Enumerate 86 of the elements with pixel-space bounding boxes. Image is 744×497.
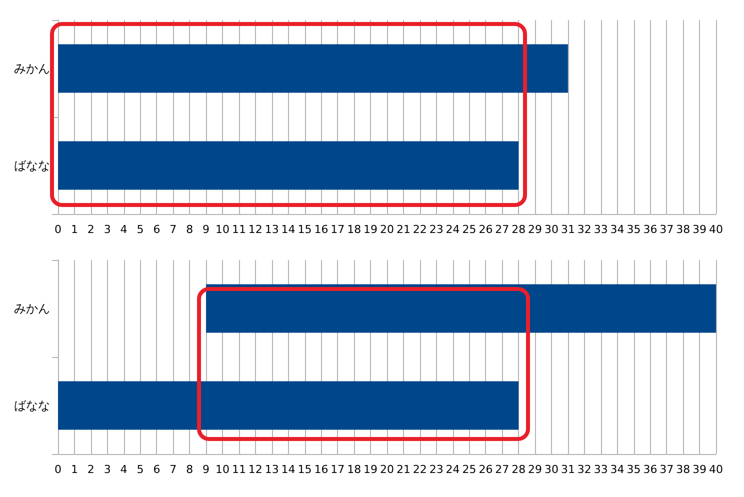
x-tick-label: 7: [170, 463, 177, 476]
x-tick-label: 21: [396, 463, 410, 476]
x-tick-label: 11: [232, 223, 246, 236]
x-tick-label: 14: [281, 463, 296, 476]
x-tick-label: 0: [54, 223, 62, 236]
x-tick-label: 4: [120, 463, 128, 476]
x-tick-label: 27: [495, 463, 510, 476]
x-tick-label: 10: [216, 463, 230, 476]
y-tick-label: みかん: [14, 62, 50, 76]
x-tick-label: 9: [202, 223, 210, 236]
x-tick-label: 38: [676, 463, 690, 476]
x-tick-label: 28: [512, 223, 526, 236]
x-tick-label: 25: [462, 223, 476, 236]
x-tick-label: 33: [594, 223, 608, 236]
x-tick-label: 34: [610, 223, 624, 236]
x-tick-label: 8: [186, 223, 194, 236]
x-tick-label: 36: [643, 463, 658, 476]
x-tick-label: 26: [478, 223, 493, 236]
x-tick-label: 40: [709, 223, 723, 236]
x-tick-label: 9: [202, 463, 210, 476]
x-tick-label: 11: [232, 463, 246, 476]
x-tick-label: 28: [512, 463, 526, 476]
x-tick-label: 7: [170, 223, 177, 236]
y-tick-label: みかん: [14, 302, 50, 316]
x-tick-label: 35: [626, 463, 641, 476]
x-tick-label: 19: [364, 463, 378, 476]
x-tick-label: 37: [660, 463, 674, 476]
x-tick-label: 5: [136, 223, 144, 236]
x-tick-label: 6: [153, 463, 160, 476]
x-tick-label: 16: [314, 223, 328, 236]
x-tick-label: 15: [298, 463, 312, 476]
x-tick-label: 22: [412, 463, 427, 476]
x-tick-label: 13: [264, 463, 279, 476]
x-tick-label: 36: [643, 223, 658, 236]
x-tick-label: 5: [136, 463, 144, 476]
x-tick-label: 31: [560, 223, 575, 236]
x-tick-label: 20: [380, 223, 394, 236]
x-tick-label: 12: [248, 223, 262, 236]
x-tick-label: 16: [314, 463, 328, 476]
x-tick-label: 6: [153, 223, 160, 236]
x-tick-label: 20: [380, 463, 394, 476]
x-tick-label: 15: [298, 223, 312, 236]
x-tick-label: 37: [660, 223, 674, 236]
x-tick-label: 3: [104, 223, 111, 236]
x-tick-label: 33: [594, 463, 608, 476]
x-tick-label: 30: [544, 463, 558, 476]
x-tick-label: 38: [676, 223, 690, 236]
x-tick-label: 10: [216, 223, 230, 236]
x-tick-label: 32: [577, 223, 592, 236]
x-tick-label: 32: [577, 463, 592, 476]
x-tick-label: 0: [54, 463, 62, 476]
x-tick-label: 1: [70, 223, 78, 236]
x-tick-label: 27: [495, 223, 510, 236]
y-tick-label: ばなな: [14, 158, 50, 172]
x-tick-label: 31: [560, 463, 575, 476]
x-tick-label: 14: [281, 223, 296, 236]
x-tick-label: 1: [70, 463, 78, 476]
x-tick-label: 23: [429, 223, 444, 236]
x-tick-label: 29: [528, 463, 542, 476]
x-tick-label: 39: [692, 223, 707, 236]
x-tick-label: 35: [626, 223, 641, 236]
x-tick-label: 21: [396, 223, 410, 236]
x-tick-label: 39: [692, 463, 707, 476]
y-tick-label: ばなな: [14, 398, 50, 412]
x-tick-label: 18: [347, 463, 362, 476]
x-tick-label: 25: [462, 463, 476, 476]
x-tick-label: 17: [330, 463, 345, 476]
x-tick-label: 30: [544, 223, 558, 236]
x-tick-label: 18: [347, 223, 362, 236]
x-tick-label: 29: [528, 223, 542, 236]
x-tick-label: 22: [412, 223, 427, 236]
x-tick-label: 8: [186, 463, 194, 476]
x-tick-label: 40: [709, 463, 723, 476]
x-tick-label: 2: [87, 223, 94, 236]
x-tick-label: 23: [429, 463, 444, 476]
x-tick-label: 24: [446, 223, 460, 236]
x-tick-label: 12: [248, 463, 262, 476]
x-tick-label: 24: [446, 463, 460, 476]
x-tick-label: 2: [87, 463, 94, 476]
x-tick-label: 19: [364, 223, 378, 236]
x-tick-label: 13: [264, 223, 279, 236]
x-tick-label: 26: [478, 463, 493, 476]
x-tick-label: 4: [120, 223, 128, 236]
x-tick-label: 3: [104, 463, 111, 476]
x-tick-label: 34: [610, 463, 624, 476]
x-tick-label: 17: [330, 223, 345, 236]
